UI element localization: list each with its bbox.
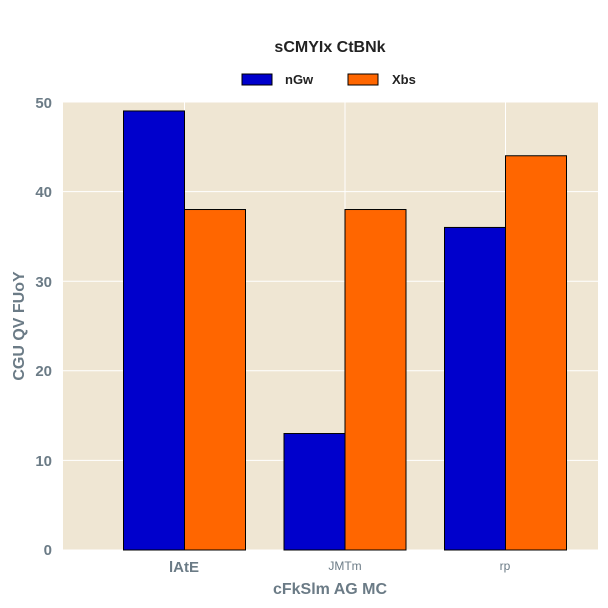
bar-ngw-late bbox=[123, 110, 185, 551]
bar-xbs-rp bbox=[505, 155, 567, 551]
legend-label-ngw: nGw bbox=[285, 72, 314, 87]
x-tick-label: lAtE bbox=[169, 559, 199, 576]
x-axis-label: cFkSlm AG MC bbox=[273, 581, 388, 598]
legend: nGw Xbs bbox=[241, 72, 416, 87]
y-axis: 0 10 20 30 40 50 bbox=[35, 95, 52, 559]
x-tick-label: JMTm bbox=[328, 559, 361, 573]
y-tick-label: 0 bbox=[44, 542, 52, 559]
bars bbox=[123, 110, 567, 551]
x-axis: lAtE JMTm rp bbox=[169, 559, 511, 576]
y-tick-label: 50 bbox=[35, 95, 52, 112]
y-tick-label: 40 bbox=[35, 184, 52, 201]
legend-label-xbs: Xbs bbox=[392, 72, 416, 87]
y-axis-label: CGU QV FUoY bbox=[11, 271, 28, 381]
y-tick-label: 30 bbox=[35, 274, 52, 291]
bar-ngw-rp bbox=[444, 226, 506, 551]
chart-title: sCMYIx CtBNk bbox=[274, 39, 385, 56]
y-tick-label: 20 bbox=[35, 363, 52, 380]
bar-ngw-jmtm bbox=[283, 433, 346, 551]
bar-xbs-jmtm bbox=[344, 209, 407, 551]
y-tick-label: 10 bbox=[35, 453, 52, 470]
x-tick-label: rp bbox=[500, 559, 511, 573]
bar-xbs-late bbox=[184, 209, 246, 551]
legend-swatch-xbs bbox=[347, 73, 379, 86]
legend-swatch-ngw bbox=[241, 73, 273, 86]
